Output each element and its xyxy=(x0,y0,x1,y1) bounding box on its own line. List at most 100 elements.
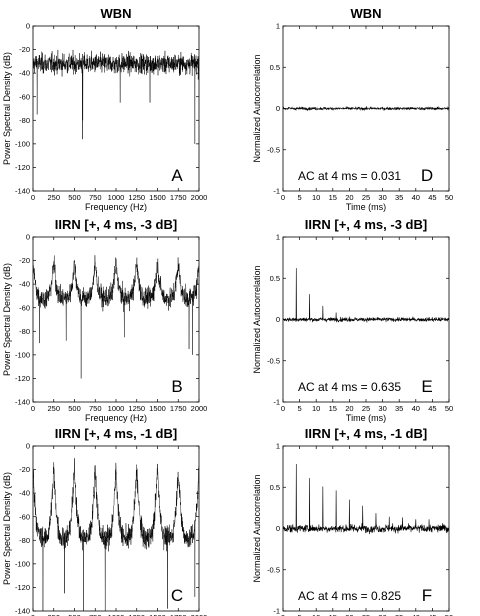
x-tick-label: 500 xyxy=(68,613,81,616)
y-axis-label: Power Spectral Density (dB) xyxy=(2,472,12,585)
x-tick-label: 10 xyxy=(312,613,320,616)
x-tick-label: 1000 xyxy=(108,613,125,616)
y-tick-label: 0 xyxy=(26,442,30,451)
y-tick-label: -140 xyxy=(15,187,30,196)
y-tick-label: 0.5 xyxy=(270,63,280,72)
y-tick-label: -60 xyxy=(19,303,30,312)
y-tick-label: -120 xyxy=(15,374,30,383)
x-axis-label: Frequency (Hz) xyxy=(85,202,147,212)
x-tick-label: 25 xyxy=(362,193,370,202)
y-tick-label: -0.5 xyxy=(267,145,280,154)
y-tick-label: -80 xyxy=(19,536,30,545)
x-tick-label: 250 xyxy=(47,193,60,202)
x-tick-label: 50 xyxy=(445,404,453,413)
panel-title: WBN xyxy=(350,6,381,21)
x-tick-label: 50 xyxy=(445,193,453,202)
panel-f: IIRN [+, 4 ms, -1 dB]0510152025303540455… xyxy=(252,426,453,616)
x-tick-label: 0 xyxy=(31,404,35,413)
x-tick-label: 30 xyxy=(378,613,386,616)
x-tick-label: 0 xyxy=(281,193,285,202)
y-tick-label: 1 xyxy=(276,233,280,242)
y-tick-label: -60 xyxy=(19,512,30,521)
y-tick-label: -0.5 xyxy=(267,356,280,365)
y-axis-label: Normalized Autocorrelation xyxy=(252,54,262,162)
y-tick-label: -40 xyxy=(19,280,30,289)
x-tick-label: 1250 xyxy=(128,613,145,616)
y-axis-label: Power Spectral Density (dB) xyxy=(2,52,12,165)
panel-b: IIRN [+, 4 ms, -3 dB] 0 250 500 750 1000 1250 1… xyxy=(2,217,207,423)
panel-title: IIRN [+, 4 ms, -1 dB] xyxy=(55,426,177,441)
x-tick-label: 0 xyxy=(31,613,35,616)
x-tick-label: 40 xyxy=(412,613,420,616)
x-tick-label: 0 xyxy=(281,613,285,616)
x-tick-label: 10 xyxy=(312,404,320,413)
x-tick-label: 750 xyxy=(89,193,102,202)
x-tick-label: 1750 xyxy=(170,613,187,616)
x-tick-label: 20 xyxy=(345,193,353,202)
y-tick-label: -100 xyxy=(15,559,30,568)
x-tick-label: 25 xyxy=(362,613,370,616)
y-axis-label: Power Spectral Density (dB) xyxy=(2,263,12,376)
panel-letter: E xyxy=(421,377,432,396)
series-line xyxy=(33,458,199,611)
ac-annotation: AC at 4 ms = 0.635 xyxy=(298,380,401,394)
y-tick-label: -1 xyxy=(273,607,280,616)
x-tick-label: 0 xyxy=(281,404,285,413)
x-tick-label: 5 xyxy=(298,404,302,413)
x-tick-label: 2000 xyxy=(191,193,208,202)
x-tick-label: 35 xyxy=(395,613,403,616)
x-tick-label: 500 xyxy=(68,193,81,202)
y-tick-label: 0 xyxy=(276,104,280,113)
y-tick-label: -100 xyxy=(15,139,30,148)
x-tick-label: 35 xyxy=(395,404,403,413)
panel-letter: B xyxy=(171,377,182,396)
series-line xyxy=(33,255,199,379)
x-axis-label: Time (ms) xyxy=(346,413,386,423)
y-tick-label: 0 xyxy=(26,22,30,31)
ac-annotation: AC at 4 ms = 0.825 xyxy=(298,589,401,603)
series-line xyxy=(283,463,449,535)
x-tick-label: 20 xyxy=(345,404,353,413)
x-tick-label: 10 xyxy=(312,193,320,202)
panel-letter: A xyxy=(171,166,183,185)
y-tick-label: 0 xyxy=(276,524,280,533)
y-tick-label: 0.5 xyxy=(270,483,280,492)
panel-title: IIRN [+, 4 ms, -3 dB] xyxy=(305,217,427,232)
x-axis-label: Frequency (Hz) xyxy=(85,413,147,423)
x-tick-label: 40 xyxy=(412,193,420,202)
x-axis-label: Time (ms) xyxy=(346,202,386,212)
x-tick-label: 1250 xyxy=(128,193,145,202)
y-tick-label: 0 xyxy=(26,233,30,242)
x-tick-label: 30 xyxy=(378,193,386,202)
y-tick-label: -1 xyxy=(273,398,280,407)
y-tick-label: -60 xyxy=(19,92,30,101)
x-tick-label: 45 xyxy=(428,193,436,202)
x-tick-label: 0 xyxy=(31,193,35,202)
y-tick-label: -20 xyxy=(19,45,30,54)
x-tick-label: 1500 xyxy=(149,404,166,413)
y-tick-label: -20 xyxy=(19,465,30,474)
x-tick-label: 2000 xyxy=(191,613,208,616)
series-line xyxy=(33,49,199,144)
panel-title: IIRN [+, 4 ms, -3 dB] xyxy=(55,217,177,232)
x-tick-label: 15 xyxy=(329,404,337,413)
panel-a: WBN 0 250 500 750 1000 1250 1500 1750 2000 -140 -12… xyxy=(2,6,207,212)
x-tick-label: 35 xyxy=(395,193,403,202)
x-tick-label: 20 xyxy=(345,613,353,616)
y-tick-label: -40 xyxy=(19,489,30,498)
panel-letter: C xyxy=(171,586,183,605)
x-tick-label: 500 xyxy=(68,404,81,413)
panel-title: WBN xyxy=(100,6,131,21)
x-tick-label: 15 xyxy=(329,613,337,616)
y-axis-label: Normalized Autocorrelation xyxy=(252,265,262,373)
x-tick-label: 1750 xyxy=(170,404,187,413)
x-tick-label: 40 xyxy=(412,404,420,413)
x-tick-label: 5 xyxy=(298,193,302,202)
y-tick-label: -100 xyxy=(15,350,30,359)
x-tick-label: 1250 xyxy=(128,404,145,413)
y-tick-label: 1 xyxy=(276,22,280,31)
x-tick-label: 1500 xyxy=(149,193,166,202)
y-axis-label: Normalized Autocorrelation xyxy=(252,474,262,582)
